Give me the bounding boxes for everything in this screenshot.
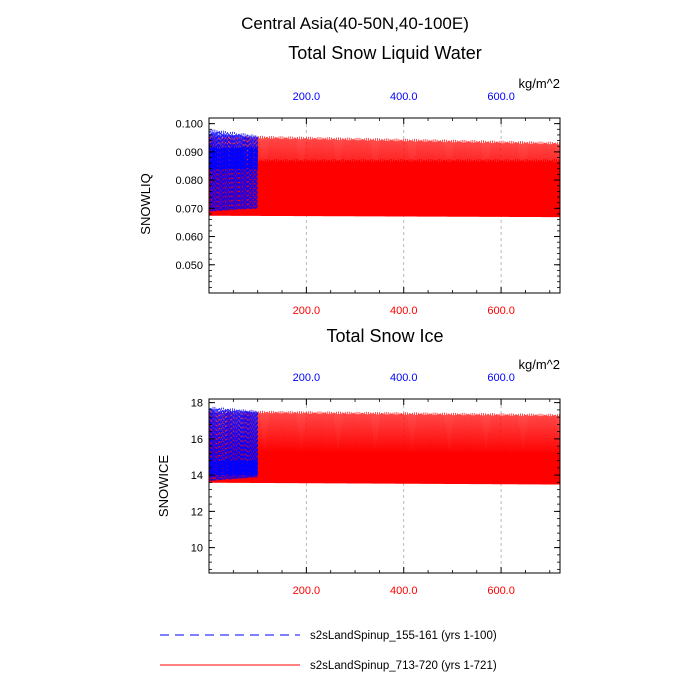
plot-frame-snowice: [208, 398, 561, 574]
series-line-snowliq-a: [209, 129, 259, 212]
series-line-snowice-b: [209, 410, 561, 485]
x-tick-label-bottom-snowice: 200.0: [293, 585, 321, 597]
y-tick-label-snowice: 18: [191, 398, 203, 410]
x-tick-label-top-snowice: 400.0: [390, 372, 418, 384]
y-axis-label-snowice: SNOWICE: [156, 455, 171, 517]
y-tick-label-snowliq: 0.060: [175, 232, 203, 244]
figure-main-title: Central Asia(40-50N,40-100E): [241, 14, 469, 33]
axes-layer-snowice: 10 12 14 16 18 200.0 200.0 400.0 400.0 600.0 600.0: [191, 372, 561, 597]
panel-title-snowice: Total Snow Ice: [326, 326, 443, 346]
series-layer-snowliq: [209, 118, 561, 293]
y-tick-label-snowliq: 0.090: [175, 147, 203, 159]
legend-label-series-b: s2sLandSpinup_713-720 (yrs 1-721): [310, 660, 497, 672]
x-tick-label-top-snowice: 200.0: [293, 372, 321, 384]
x-tick-label-bottom-snowice: 400.0: [390, 585, 418, 597]
x-tick-label-top-snowice: 600.0: [487, 372, 515, 384]
x-tick-label-bottom-snowliq: 200.0: [293, 305, 321, 317]
x-tick-label-top-snowliq: 200.0: [293, 91, 321, 103]
y-tick-label-snowice: 10: [191, 543, 203, 555]
y-axis-label-snowliq: SNOWLIQ: [138, 173, 153, 234]
panel-snowice: Total Snow Ice kg/m^2 SNOWICE 10 12 14 16 18…: [156, 326, 561, 597]
panel-snowliq: Total Snow Liquid Water kg/m^2 SNOWLIQ 0…: [138, 43, 561, 317]
x-tick-label-bottom-snowice: 600.0: [487, 585, 515, 597]
plot-frame-snowliq: [208, 117, 561, 294]
x-tick-label-bottom-snowliq: 600.0: [487, 305, 515, 317]
y-tick-label-snowice: 14: [191, 470, 203, 482]
x-tick-label-bottom-snowliq: 400.0: [390, 305, 418, 317]
y-tick-label-snowliq: 0.050: [175, 260, 203, 272]
series-layer-snowice: [209, 399, 561, 573]
legend: s2sLandSpinup_155-161 (yrs 1-100) s2sLan…: [160, 630, 497, 672]
series-line-snowliq-b: [209, 134, 561, 218]
y-tick-label-snowice: 12: [191, 506, 203, 518]
y-tick-label-snowliq: 0.100: [175, 119, 203, 131]
units-label-snowliq: kg/m^2: [518, 76, 560, 91]
y-tick-label-snowliq: 0.080: [175, 175, 203, 187]
axes-layer-snowliq: 0.050 0.060 0.070 0.080 0.090 0.100 200.0 200.0…: [175, 91, 561, 317]
panel-title-snowliq: Total Snow Liquid Water: [288, 43, 481, 63]
y-tick-label-snowliq: 0.070: [175, 203, 203, 215]
series-line-snowice-a: [209, 406, 259, 481]
legend-label-series-a: s2sLandSpinup_155-161 (yrs 1-100): [310, 630, 497, 642]
units-label-snowice: kg/m^2: [518, 357, 560, 372]
x-tick-label-top-snowliq: 400.0: [390, 91, 418, 103]
y-tick-label-snowice: 16: [191, 434, 203, 446]
x-tick-label-top-snowliq: 600.0: [487, 91, 515, 103]
